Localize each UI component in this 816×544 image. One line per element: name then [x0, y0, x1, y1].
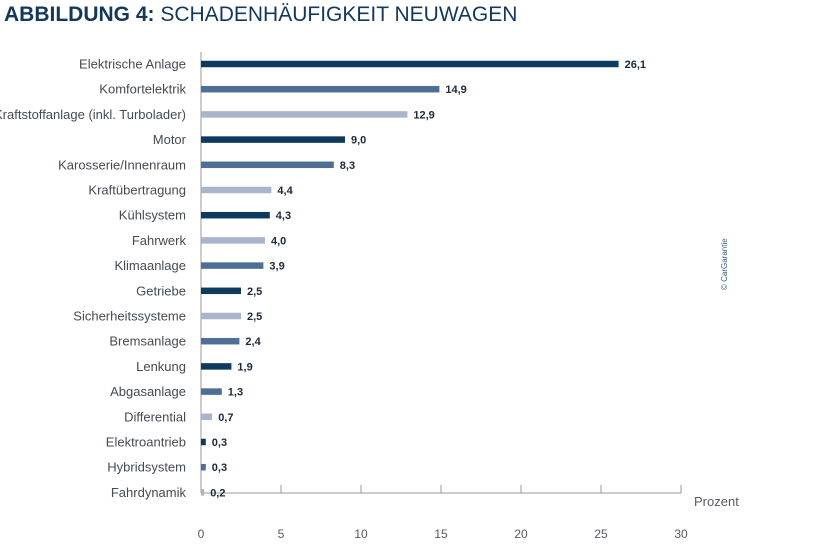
- category-label: Bremsanlage: [109, 334, 186, 349]
- category-label: Kraftübertragung: [88, 183, 186, 198]
- x-tick-label: 5: [278, 527, 285, 541]
- category-label: Kühlsystem: [119, 208, 186, 223]
- x-tick-label: 20: [514, 527, 528, 541]
- data-label: 4,3: [276, 210, 291, 222]
- title-text: SCHADENHÄUFIGKEIT NEUWAGEN: [160, 3, 518, 26]
- title-prefix: ABBILDUNG 4:: [4, 3, 155, 26]
- category-label: Klimaanlage: [114, 258, 186, 273]
- category-label: Getriebe: [136, 283, 186, 298]
- bar: [201, 413, 213, 421]
- data-label: 3,9: [269, 261, 284, 273]
- x-tick-label: 15: [434, 527, 448, 541]
- category-label: Differential: [124, 409, 186, 424]
- bar: [201, 489, 205, 496]
- bar: [201, 438, 206, 446]
- bar: [201, 211, 270, 219]
- bar: [201, 312, 241, 320]
- data-label: 1,9: [237, 361, 252, 373]
- bar: [201, 388, 222, 395]
- category-label: Motor: [153, 132, 187, 147]
- bar: [201, 337, 240, 345]
- chart-title: ABBILDUNG 4: SCHADENHÄUFIGKEIT NEUWAGEN: [4, 3, 517, 27]
- category-label: Kraftstoffanlage (inkl. Turbolader): [0, 107, 186, 122]
- category-label: Lenkung: [136, 359, 186, 374]
- category-label: Karosserie/Innenraum: [58, 157, 186, 172]
- bar: [201, 463, 206, 471]
- data-label: 2,4: [245, 336, 261, 348]
- data-label: 1,3: [228, 387, 243, 399]
- data-label: 0,3: [212, 462, 227, 474]
- data-label: 2,5: [247, 311, 262, 323]
- bar: [201, 237, 265, 244]
- bar: [201, 85, 440, 93]
- bar: [201, 60, 619, 68]
- data-label: 9,0: [351, 135, 366, 147]
- bar: [201, 111, 408, 118]
- bar: [201, 136, 345, 143]
- data-label: 4,4: [277, 185, 293, 197]
- x-tick-label: 0: [198, 527, 205, 541]
- category-label: Komfortelektrik: [99, 82, 186, 97]
- data-label: 14,9: [445, 84, 466, 96]
- category-label: Fahrwerk: [132, 233, 187, 248]
- bar: [201, 161, 334, 169]
- credit-label: © CarGarantie: [720, 238, 729, 290]
- data-label: 0,7: [218, 412, 233, 424]
- data-label: 8,3: [340, 160, 355, 172]
- x-tick-label: 30: [674, 527, 688, 541]
- data-label: 0,2: [210, 487, 225, 499]
- data-label: 12,9: [413, 109, 434, 121]
- data-label: 0,3: [212, 437, 227, 449]
- category-label: Elektrische Anlage: [79, 57, 186, 72]
- category-label: Abgasanlage: [110, 384, 186, 399]
- x-tick-label: 10: [354, 527, 368, 541]
- category-label: Hybridsystem: [107, 460, 186, 475]
- category-label: Fahrdynamik: [111, 485, 187, 500]
- data-label: 4,0: [271, 235, 286, 247]
- bar: [201, 262, 264, 269]
- category-label: Sicherheitssysteme: [73, 309, 186, 324]
- bar: [201, 186, 272, 194]
- bar: [201, 363, 232, 370]
- bar: [201, 287, 241, 295]
- data-label: 26,1: [625, 59, 646, 71]
- data-label: 2,5: [247, 286, 262, 298]
- category-label: Elektroantrieb: [106, 435, 186, 450]
- x-tick-label: 25: [594, 527, 608, 541]
- x-axis-label: Prozent: [694, 494, 739, 509]
